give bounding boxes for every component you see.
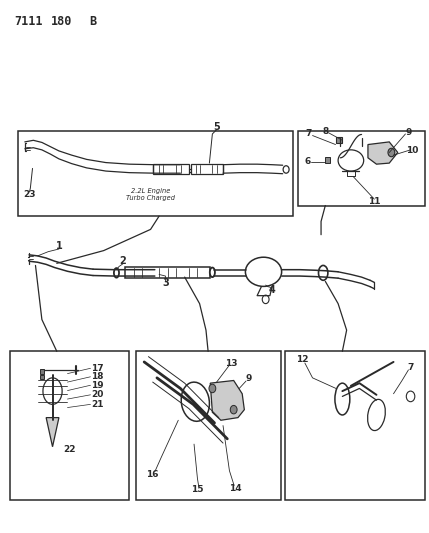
Text: 20: 20	[91, 390, 103, 399]
Text: 23: 23	[23, 190, 36, 199]
Text: 14: 14	[230, 483, 242, 492]
Bar	[285, 351, 426, 500]
Text: 7: 7	[305, 130, 311, 139]
Text: 180: 180	[50, 14, 72, 28]
Text: 18: 18	[91, 372, 103, 381]
Ellipse shape	[338, 150, 364, 171]
Text: 13: 13	[225, 359, 238, 367]
Bar	[40, 369, 44, 374]
Text: 2: 2	[120, 256, 126, 266]
Circle shape	[262, 295, 269, 304]
Circle shape	[406, 391, 415, 402]
Circle shape	[283, 166, 289, 173]
Bar	[153, 164, 189, 174]
Bar	[10, 351, 129, 500]
Bar	[125, 266, 210, 278]
Bar	[298, 131, 426, 206]
Text: 10: 10	[407, 147, 419, 156]
Text: 4: 4	[269, 285, 275, 295]
Bar	[40, 375, 44, 379]
Text: 15: 15	[191, 484, 204, 494]
Ellipse shape	[114, 268, 119, 278]
Bar	[191, 164, 223, 174]
Bar	[336, 136, 342, 143]
Ellipse shape	[245, 257, 281, 286]
Text: 21: 21	[91, 400, 103, 409]
Text: 22: 22	[63, 445, 76, 454]
Ellipse shape	[43, 378, 62, 405]
Text: 19: 19	[91, 381, 103, 390]
Text: 9: 9	[405, 128, 411, 138]
Ellipse shape	[335, 383, 350, 415]
Circle shape	[388, 148, 395, 157]
Text: 5: 5	[213, 122, 220, 132]
Text: 9: 9	[245, 374, 252, 383]
Text: 3: 3	[162, 278, 169, 288]
Ellipse shape	[368, 399, 385, 431]
Bar	[136, 351, 281, 500]
Bar	[18, 131, 293, 216]
Circle shape	[230, 406, 237, 414]
Text: 17: 17	[91, 364, 103, 373]
Text: 16: 16	[146, 470, 159, 479]
Text: 2.2L Engine
Turbo Charged: 2.2L Engine Turbo Charged	[126, 188, 175, 201]
Circle shape	[209, 384, 216, 393]
Ellipse shape	[318, 265, 328, 280]
Polygon shape	[210, 381, 245, 420]
Text: 7: 7	[408, 363, 414, 372]
Bar	[325, 157, 330, 163]
Ellipse shape	[181, 382, 209, 421]
Text: 6: 6	[304, 157, 311, 166]
Text: 8: 8	[322, 127, 329, 136]
Polygon shape	[46, 418, 59, 447]
Polygon shape	[368, 142, 398, 164]
Text: 11: 11	[368, 197, 381, 206]
Text: 7111: 7111	[14, 14, 42, 28]
Ellipse shape	[210, 268, 215, 277]
Text: B: B	[89, 14, 96, 28]
Text: 1: 1	[55, 241, 62, 252]
Text: 12: 12	[296, 355, 308, 364]
